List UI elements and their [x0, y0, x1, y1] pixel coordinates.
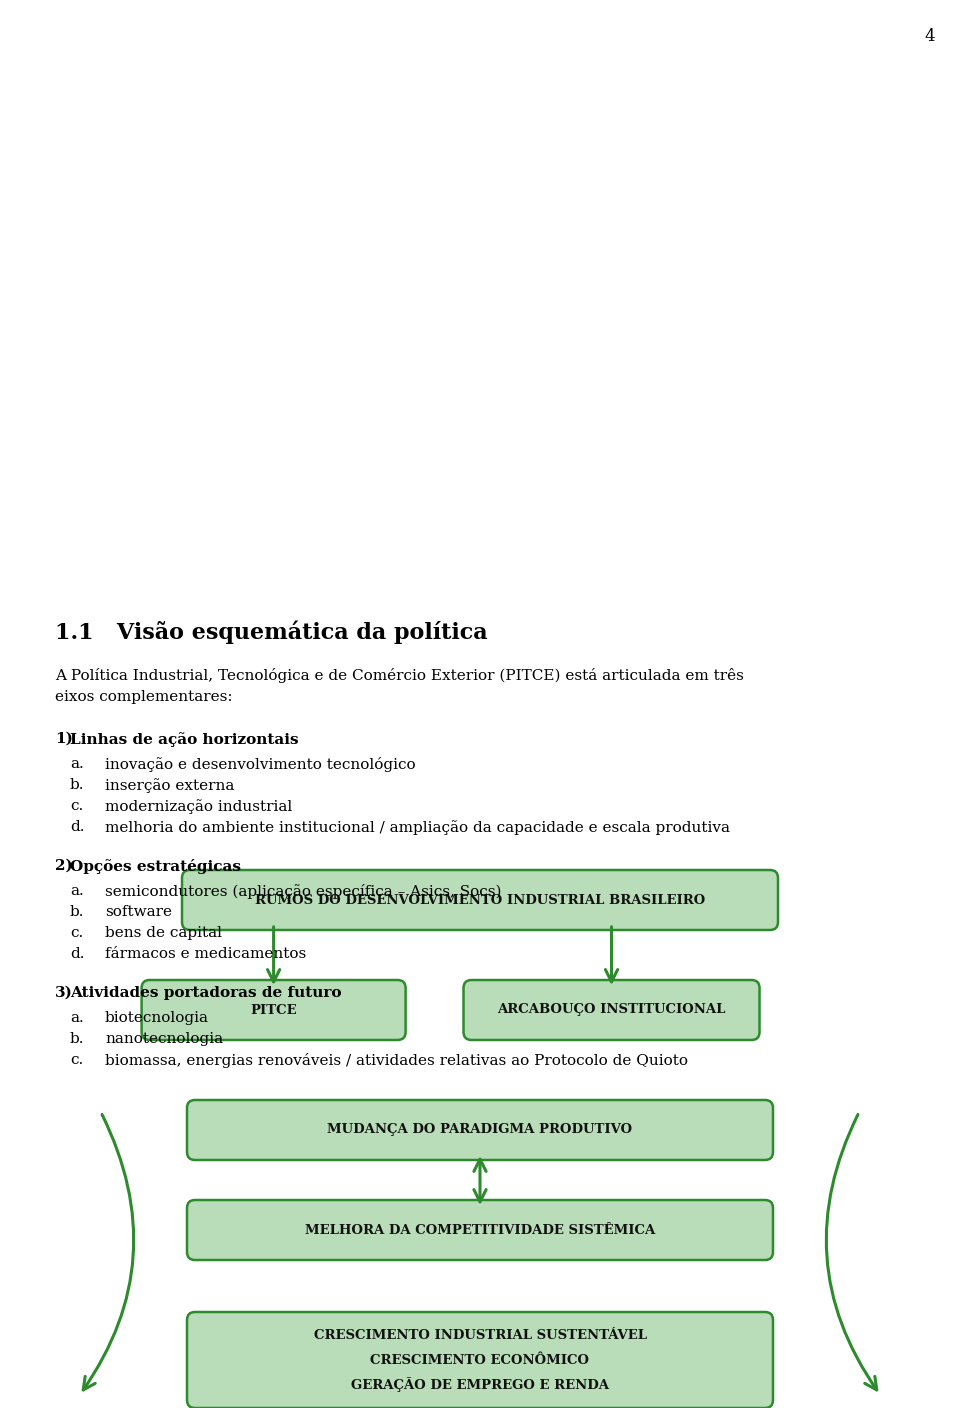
Text: b.: b.: [70, 905, 84, 919]
Text: biotecnologia: biotecnologia: [105, 1011, 209, 1025]
Text: MELHORA DA COMPETITIVIDADE SISTÊMICA: MELHORA DA COMPETITIVIDADE SISTÊMICA: [305, 1224, 655, 1236]
Text: A Política Industrial, Tecnológica e de Comércio Exterior (PITCE) está articulad: A Política Industrial, Tecnológica e de …: [55, 667, 744, 683]
Text: a.: a.: [70, 758, 84, 772]
Text: Opções estratégicas: Opções estratégicas: [70, 859, 241, 874]
FancyBboxPatch shape: [182, 870, 778, 931]
FancyBboxPatch shape: [141, 980, 405, 1041]
Text: MUDANÇA DO PARADIGMA PRODUTIVO: MUDANÇA DO PARADIGMA PRODUTIVO: [327, 1124, 633, 1136]
Text: 1): 1): [55, 732, 73, 746]
Text: RUMOS DO DESENVOLVIMENTO INDUSTRIAL BRASILEIRO: RUMOS DO DESENVOLVIMENTO INDUSTRIAL BRAS…: [254, 894, 706, 907]
Text: d.: d.: [70, 948, 84, 962]
Text: CRESCIMENTO ECONÔMICO: CRESCIMENTO ECONÔMICO: [371, 1353, 589, 1367]
Text: ARCABOUÇO INSTITUCIONAL: ARCABOUÇO INSTITUCIONAL: [497, 1004, 726, 1017]
Text: eixos complementares:: eixos complementares:: [55, 690, 232, 704]
FancyBboxPatch shape: [464, 980, 759, 1041]
Text: CRESCIMENTO INDUSTRIAL SUSTENTÁVEL: CRESCIMENTO INDUSTRIAL SUSTENTÁVEL: [314, 1329, 646, 1342]
Text: a.: a.: [70, 1011, 84, 1025]
Text: 3): 3): [55, 986, 73, 1000]
Text: Linhas de ação horizontais: Linhas de ação horizontais: [70, 732, 299, 746]
Text: nanotecnologia: nanotecnologia: [105, 1032, 223, 1046]
Text: 1.1   Visão esquemática da política: 1.1 Visão esquemática da política: [55, 620, 488, 643]
Text: 4: 4: [924, 28, 935, 45]
Text: inserção externa: inserção externa: [105, 779, 234, 793]
Text: c.: c.: [70, 926, 84, 941]
Text: b.: b.: [70, 1032, 84, 1046]
Text: Atividades portadoras de futuro: Atividades portadoras de futuro: [70, 986, 342, 1000]
Text: b.: b.: [70, 779, 84, 791]
Text: semicondutores (aplicação específica – Asics, Socs): semicondutores (aplicação específica – A…: [105, 884, 501, 898]
Text: d.: d.: [70, 819, 84, 834]
Text: biomassa, energias renováveis / atividades relativas ao Protocolo de Quioto: biomassa, energias renováveis / atividad…: [105, 1053, 688, 1069]
Text: c.: c.: [70, 1053, 84, 1067]
Text: GERAÇÃO DE EMPREGO E RENDA: GERAÇÃO DE EMPREGO E RENDA: [351, 1377, 609, 1391]
Text: 2): 2): [55, 859, 73, 873]
Text: inovação e desenvolvimento tecnológico: inovação e desenvolvimento tecnológico: [105, 758, 416, 772]
Text: c.: c.: [70, 798, 84, 812]
FancyBboxPatch shape: [187, 1312, 773, 1408]
Text: software: software: [105, 905, 172, 919]
Text: bens de capital: bens de capital: [105, 926, 222, 941]
FancyBboxPatch shape: [187, 1100, 773, 1160]
Text: melhoria do ambiente institucional / ampliação da capacidade e escala produtiva: melhoria do ambiente institucional / amp…: [105, 819, 730, 835]
Text: PITCE: PITCE: [251, 1004, 297, 1017]
FancyBboxPatch shape: [187, 1200, 773, 1260]
Text: modernização industrial: modernização industrial: [105, 798, 292, 814]
Text: fármacos e medicamentos: fármacos e medicamentos: [105, 948, 306, 962]
Text: a.: a.: [70, 884, 84, 898]
